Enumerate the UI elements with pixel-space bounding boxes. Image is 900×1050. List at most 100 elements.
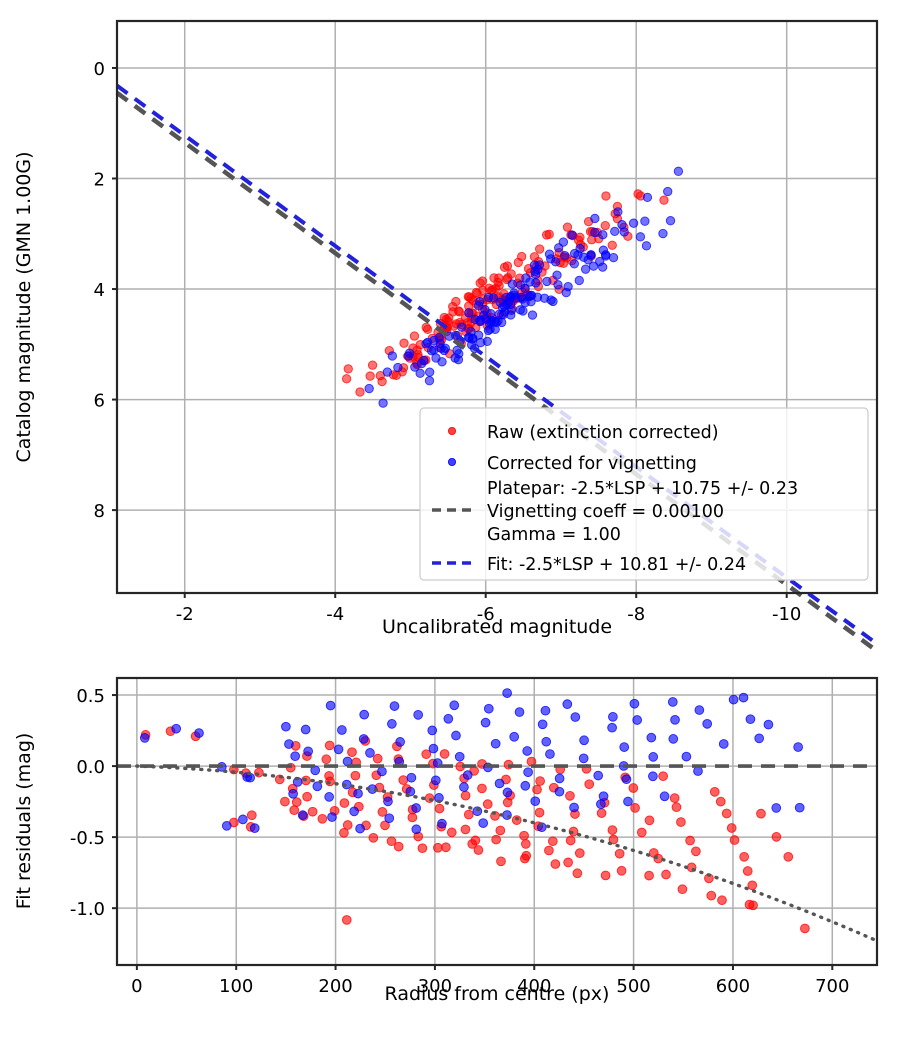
scatter-point [601, 191, 611, 201]
top-ytick-label: 6 [94, 391, 105, 412]
scatter-point [504, 296, 514, 307]
residual-point [718, 739, 729, 749]
residual-point [347, 747, 357, 758]
residual-point [646, 732, 657, 743]
scatter-point [365, 371, 375, 381]
scatter-point [659, 195, 669, 205]
scatter-point [532, 292, 543, 302]
scatter-point [588, 261, 599, 271]
residual-point [544, 845, 554, 856]
residual-point [463, 809, 474, 820]
residual-point [514, 707, 525, 717]
residual-point [681, 751, 692, 762]
residual-point [745, 714, 756, 725]
residual-point [383, 796, 393, 807]
scatter-point [403, 351, 414, 361]
residual-point [659, 791, 670, 802]
residual-point [648, 771, 658, 782]
scatter-point [628, 218, 639, 228]
residual-point [449, 700, 460, 711]
residual-point [490, 738, 501, 749]
residual-point [721, 808, 732, 819]
scatter-point [526, 297, 536, 307]
scatter-point [416, 358, 427, 369]
scatter-point [437, 357, 447, 367]
residual-point [494, 778, 505, 789]
top-ytick-label: 8 [94, 501, 105, 522]
scatter-point [550, 257, 561, 267]
residual-point [572, 868, 583, 879]
residual-point [459, 782, 469, 792]
scatter-point [673, 166, 684, 176]
top-plot-tick-labels: -2 -4 -6 -8 -10 0 2 4 6 8 [94, 59, 802, 625]
scatter-point [574, 275, 584, 286]
top-plot-ylabel: Catalog magnitude (GMN 1.00G) [13, 151, 35, 462]
residual-point [534, 807, 545, 818]
scatter-point [466, 326, 476, 337]
residual-point [596, 808, 607, 818]
residual-point [738, 692, 749, 703]
scatter-point [378, 398, 388, 408]
residual-point [623, 796, 633, 807]
scatter-point [633, 189, 643, 199]
residual-point [706, 890, 717, 901]
residual-point [289, 805, 300, 815]
residual-point [307, 806, 318, 817]
residual-point [519, 830, 529, 841]
residual-point [355, 823, 365, 834]
residual-point [691, 846, 701, 857]
residual-point [358, 734, 369, 744]
scatter-point [665, 216, 676, 226]
bottom-xtick-label: 0 [131, 976, 142, 997]
residual-point [387, 719, 397, 729]
residual-point [584, 779, 595, 790]
scatter-point [473, 330, 484, 340]
residual-point [411, 803, 422, 813]
scatter-point [560, 250, 570, 261]
residual-point [372, 753, 383, 764]
residual-point [658, 771, 668, 782]
residual-point [644, 870, 654, 881]
residual-point [368, 832, 379, 843]
vignetting-model-curve [135, 764, 878, 943]
scatter-point [542, 276, 552, 287]
residual-point [693, 766, 703, 776]
scatter-point [499, 262, 510, 272]
residual-point [339, 827, 349, 838]
scatter-point [552, 270, 562, 280]
scatter-point [422, 324, 433, 335]
residual-point [467, 839, 478, 849]
residual-point [482, 799, 493, 810]
scatter-point [424, 376, 435, 386]
scatter-point [641, 241, 652, 251]
residual-point [715, 796, 726, 807]
top-plot-scatter-points [341, 166, 684, 408]
residual-point [417, 843, 428, 854]
top-xtick-label: -2 [176, 604, 194, 625]
scatter-point [607, 240, 617, 250]
residual-point [502, 797, 513, 808]
residual-point [303, 746, 313, 757]
residual-point [317, 813, 328, 824]
residual-point [473, 845, 484, 855]
residual-point [667, 697, 678, 707]
platepar-fit-line [115, 91, 879, 653]
residual-point [598, 791, 609, 802]
bottom-ytick-label: 0.0 [76, 757, 105, 778]
residual-point [550, 859, 561, 869]
residual-point [800, 923, 810, 934]
scatter-point [367, 360, 378, 370]
residual-point [541, 736, 552, 747]
scatter-point [483, 292, 494, 303]
residual-point [522, 746, 533, 756]
residual-point [407, 812, 418, 823]
residual-point [398, 775, 409, 785]
top-xtick-label: -10 [772, 604, 801, 625]
scatter-point [658, 228, 668, 239]
residual-point [521, 850, 532, 861]
residual-point [491, 834, 501, 845]
scatter-point [562, 222, 573, 232]
bottom-xtick-label: 300 [418, 976, 452, 997]
residual-point [593, 770, 604, 781]
top-ytick-label: 0 [94, 59, 105, 80]
